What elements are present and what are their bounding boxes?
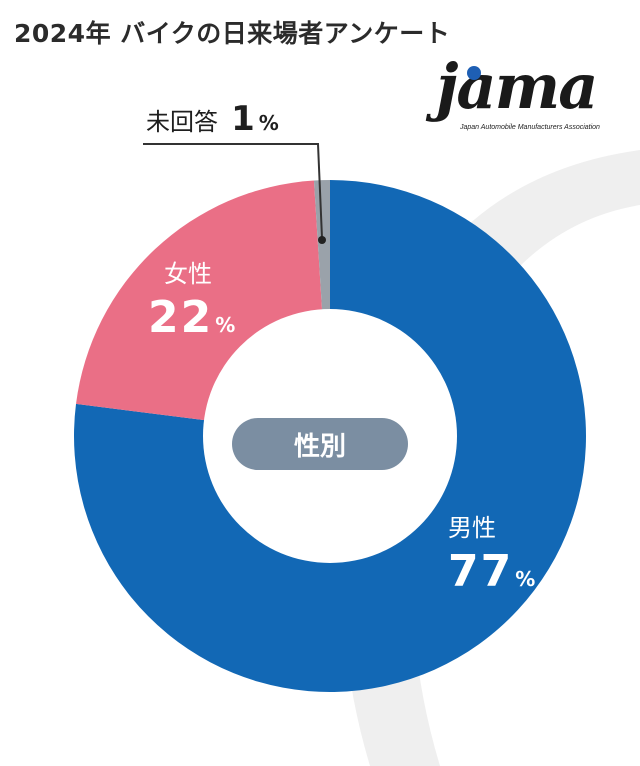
slice-label-male: 男性 77% bbox=[448, 516, 535, 594]
leader-dot bbox=[318, 236, 326, 244]
logo-wordmark: jama bbox=[436, 50, 598, 123]
male-value: 77 bbox=[448, 546, 514, 597]
center-label: 性別 bbox=[232, 418, 408, 470]
page-title: 2024年 バイクの日来場者アンケート bbox=[14, 19, 451, 48]
leader-line bbox=[143, 143, 323, 239]
male-unit: % bbox=[515, 567, 536, 591]
unanswered-label-text: 未回答 bbox=[146, 108, 218, 136]
slice-label-unanswered: 未回答 1% bbox=[146, 102, 279, 136]
jama-logo: jama Japan Automobile Manufacturers Asso… bbox=[432, 56, 618, 140]
logo-subtitle: Japan Automobile Manufacturers Associati… bbox=[460, 124, 600, 131]
female-label-text: 女性 bbox=[164, 260, 212, 288]
unanswered-value: 1 bbox=[231, 99, 257, 139]
unanswered-unit: % bbox=[258, 111, 279, 135]
female-unit: % bbox=[215, 313, 236, 337]
slice-label-female: 女性 22% bbox=[148, 262, 235, 340]
logo-dot-icon bbox=[467, 66, 481, 80]
male-label-text: 男性 bbox=[448, 514, 496, 542]
female-value: 22 bbox=[148, 292, 214, 343]
